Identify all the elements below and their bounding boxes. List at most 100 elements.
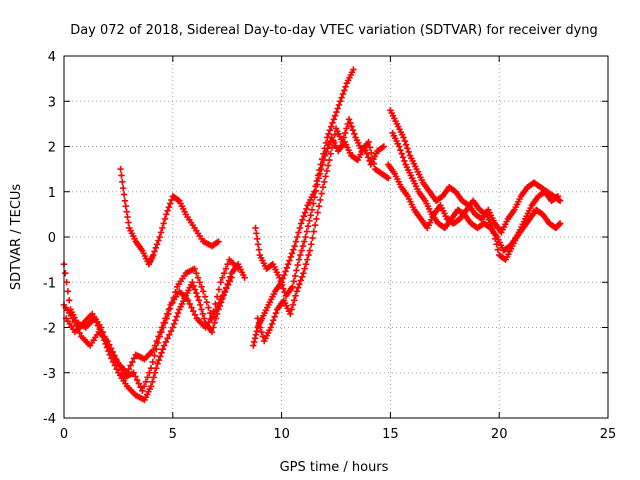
data-point <box>169 324 176 331</box>
data-point <box>166 200 174 207</box>
series-A <box>60 260 248 404</box>
data-point <box>173 313 180 320</box>
data-point <box>319 161 326 168</box>
data-point <box>156 353 164 360</box>
data-point <box>142 378 150 385</box>
data-point <box>211 319 218 327</box>
data-point <box>402 141 410 148</box>
data-point <box>310 200 317 207</box>
data-point <box>301 238 308 245</box>
data-point <box>281 271 288 279</box>
axis-ticks: 0 5 10 15 20 25 -4 -3 -2 -1 0 1 2 3 4 <box>43 50 616 442</box>
data-point <box>200 288 207 295</box>
data-point <box>147 365 155 372</box>
data-point <box>348 123 355 130</box>
data-point <box>280 285 287 292</box>
data-point <box>226 278 234 285</box>
data-point <box>97 324 105 331</box>
x-tick-label: 5 <box>169 427 177 442</box>
data-point <box>106 341 113 348</box>
data-point <box>163 211 170 218</box>
data-point <box>323 167 331 175</box>
data-point <box>297 251 304 259</box>
data-point <box>312 187 320 195</box>
data-point <box>291 272 299 280</box>
data-point <box>363 150 371 157</box>
data-point <box>331 131 338 138</box>
data-point <box>301 265 308 272</box>
data-point <box>302 233 309 241</box>
data-point <box>101 333 108 340</box>
data-point <box>492 235 499 243</box>
data-point <box>301 209 309 216</box>
data-point <box>149 378 156 385</box>
data-point <box>302 260 310 268</box>
data-point <box>222 265 230 272</box>
data-point <box>150 346 157 354</box>
data-point <box>137 384 144 391</box>
data-point <box>347 119 354 127</box>
data-point <box>293 267 300 274</box>
data-point <box>161 215 169 223</box>
data-point <box>103 337 110 345</box>
data-point <box>150 251 157 259</box>
data-point <box>405 148 412 156</box>
data-point <box>155 356 163 364</box>
data-point <box>315 203 323 210</box>
data-point <box>272 309 280 317</box>
data-point <box>553 193 560 201</box>
data-point <box>144 374 151 381</box>
data-point <box>267 324 274 331</box>
data-point <box>293 288 301 295</box>
data-point <box>174 309 182 317</box>
data-point <box>286 257 293 264</box>
data-point <box>276 274 283 281</box>
data-point <box>199 310 207 318</box>
data-point <box>324 145 331 152</box>
x-axis-label: GPS time / hours <box>280 460 389 475</box>
data-point <box>337 98 344 105</box>
data-point <box>292 238 300 245</box>
data-point <box>278 281 286 289</box>
data-point <box>156 328 164 336</box>
data-point <box>404 145 411 152</box>
data-point <box>154 360 161 367</box>
data-point <box>271 313 278 320</box>
data-point <box>379 144 386 151</box>
data-point <box>205 304 212 311</box>
data-point <box>130 355 138 362</box>
data-point <box>493 241 500 248</box>
data-point <box>294 261 301 269</box>
data-point <box>306 247 314 254</box>
data-point <box>296 280 303 288</box>
data-markers <box>60 66 564 404</box>
data-point <box>241 274 248 281</box>
data-point <box>213 293 221 300</box>
data-point <box>224 260 231 268</box>
data-point <box>325 130 332 138</box>
data-point <box>297 220 305 227</box>
data-point <box>119 178 126 185</box>
data-point <box>284 260 292 268</box>
data-point <box>191 265 198 272</box>
data-point <box>150 374 157 381</box>
plot-border <box>63 55 609 419</box>
data-point <box>307 241 315 248</box>
data-point <box>153 346 160 353</box>
data-point <box>303 205 310 213</box>
data-point <box>327 150 334 157</box>
x-tick-label: 20 <box>491 427 508 442</box>
data-point <box>282 268 289 275</box>
data-point <box>490 230 498 237</box>
data-point <box>287 310 294 318</box>
data-point <box>228 274 235 281</box>
data-point <box>119 184 127 192</box>
data-point <box>189 279 196 286</box>
data-point <box>554 193 562 200</box>
data-point <box>190 308 197 315</box>
data-point <box>397 146 404 154</box>
data-point <box>556 221 563 228</box>
data-point <box>380 143 388 150</box>
data-point <box>342 83 349 90</box>
data-point <box>321 178 328 185</box>
